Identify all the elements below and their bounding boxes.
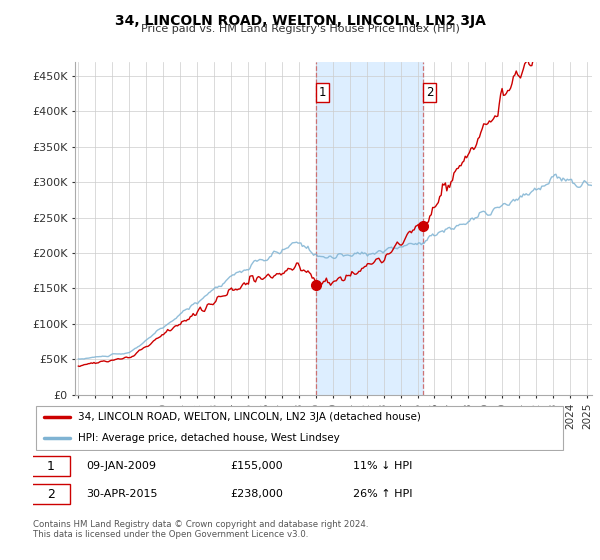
Text: Price paid vs. HM Land Registry's House Price Index (HPI): Price paid vs. HM Land Registry's House … (140, 24, 460, 34)
Bar (316, 62, 423, 395)
Text: 30-APR-2015: 30-APR-2015 (86, 489, 158, 500)
Text: 2: 2 (47, 488, 55, 501)
Text: 09-JAN-2009: 09-JAN-2009 (86, 461, 157, 471)
Text: £238,000: £238,000 (230, 489, 283, 500)
Text: Contains HM Land Registry data © Crown copyright and database right 2024.
This d: Contains HM Land Registry data © Crown c… (33, 520, 368, 539)
FancyBboxPatch shape (31, 484, 70, 504)
Text: 2: 2 (425, 86, 433, 100)
Text: 1: 1 (319, 86, 326, 100)
Text: 34, LINCOLN ROAD, WELTON, LINCOLN, LN2 3JA (detached house): 34, LINCOLN ROAD, WELTON, LINCOLN, LN2 3… (79, 412, 421, 422)
FancyBboxPatch shape (31, 456, 70, 476)
Text: 1: 1 (47, 460, 55, 473)
FancyBboxPatch shape (35, 406, 563, 450)
Text: £155,000: £155,000 (230, 461, 283, 471)
Text: 11% ↓ HPI: 11% ↓ HPI (353, 461, 413, 471)
Text: 26% ↑ HPI: 26% ↑ HPI (353, 489, 413, 500)
Text: 34, LINCOLN ROAD, WELTON, LINCOLN, LN2 3JA: 34, LINCOLN ROAD, WELTON, LINCOLN, LN2 3… (115, 14, 485, 28)
Text: HPI: Average price, detached house, West Lindsey: HPI: Average price, detached house, West… (79, 433, 340, 444)
